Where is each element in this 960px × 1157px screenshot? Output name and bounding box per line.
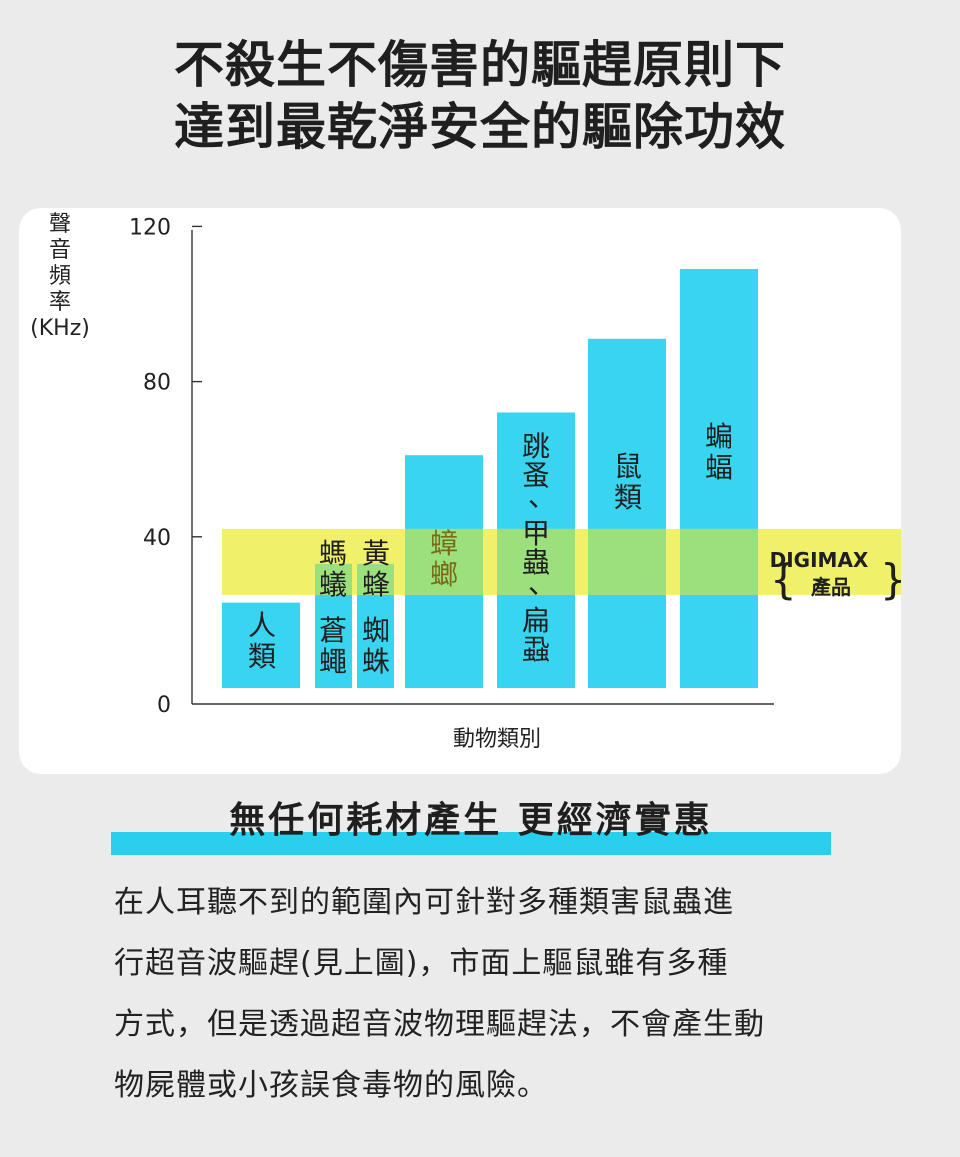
category-label-char: 類 [248,640,276,673]
chart-card: 0 40 80 120 人類螞蟻黃蜂蒼蠅蜘蛛蟑螂跳蚤、甲蟲、扁蝨鼠類蝙蝠 DIGIMAX 產… [19,208,901,774]
band-label-line-1: DIGIMAX [770,548,869,572]
category-label-char: 螂 [430,558,458,591]
category-label-char: 蟑 [430,527,458,560]
body-line: 行超音波驅趕(見上圖)，市面上驅鼠雖有多種 [114,946,729,981]
category-label-char: 鼠 [614,450,642,483]
y-tick-label: 40 [143,526,171,551]
y-axis-label-char: 音 [48,238,71,263]
category-label-char: 蒼 [319,614,347,647]
body-line: 方式，但是透過超音波物理驅趕法，不會產生動 [114,1007,765,1042]
category-label-char: 甲 [522,517,550,550]
headline-line-1: 不殺生不傷害的驅趕原則下 [174,36,786,94]
y-axis-label: 聲音頻率 (KHz) [20,212,100,342]
bar-band-overlap [315,563,352,595]
category-label-char: 蝨 [522,633,550,666]
y-axis-label-char: (KHz) [30,316,90,341]
category-label-char: 蟲 [522,546,550,579]
y-axis-label-char: 率 [48,290,71,315]
y-tick-label: 80 [143,371,171,396]
category-label-char: 跳 [522,430,550,463]
category-label-char: 蛛 [362,645,390,678]
body-line: 在人耳聽不到的範圍內可針對多種類害鼠蟲進 [114,885,734,920]
category-label-char: 、 [528,567,556,600]
category-label-char: 螞 [319,537,347,570]
headline: 不殺生不傷害的驅趕原則下 達到最乾淨安全的驅除功效 [0,34,960,158]
bar [588,338,666,688]
y-tick-label: 120 [129,215,171,240]
body-paragraph: 在人耳聽不到的範圍內可針對多種類害鼠蟲進 行超音波驅趕(見上圖)，市面上驅鼠雖有… [114,872,854,1116]
category-label-char: 黃 [362,537,390,570]
bar [680,268,758,688]
category-label-char: 類 [614,481,642,514]
bar-band-overlap [357,563,394,595]
bar-band-overlap [588,528,666,595]
body-line: 物屍體或小孩誤食毒物的風險。 [114,1068,548,1103]
category-label-char: 人 [248,609,276,642]
y-axis-label-char: 頻 [48,264,71,289]
bar [222,602,300,688]
category-label-char: 、 [528,480,556,513]
bar-band-overlap [680,528,758,595]
headline-line-2: 達到最乾淨安全的驅除功效 [174,98,786,156]
y-tick-label: 0 [157,693,171,718]
category-label-char: 蝙 [705,420,733,453]
right-brace-icon: } [880,555,901,604]
category-label-char: 蠅 [319,645,347,678]
left-brace-icon: { [770,555,797,604]
category-label-char: 扁 [522,604,550,637]
bar-band-overlap [405,528,483,595]
category-label-char: 蜘 [362,614,390,647]
category-label-char: 蜂 [362,568,390,601]
y-axis-label-char: 聲 [48,212,71,237]
category-label-char: 蝠 [705,451,733,484]
bar-chart: 04080120人類螞蟻黃蜂蒼蠅蜘蛛蟑螂跳蚤、甲蟲、扁蝨鼠類蝙蝠DIGIMAX產… [129,215,901,752]
category-label-char: 蟻 [319,568,347,601]
subheading-highlight [111,832,831,855]
x-axis-label: 動物類別 [453,727,541,752]
band-label-line-2: 產品 [811,575,851,599]
category-label-char: 蚤 [522,459,550,492]
bar-band-overlap [497,528,575,595]
subheading: 無任何耗材產生 更經濟實惠 [229,800,713,841]
